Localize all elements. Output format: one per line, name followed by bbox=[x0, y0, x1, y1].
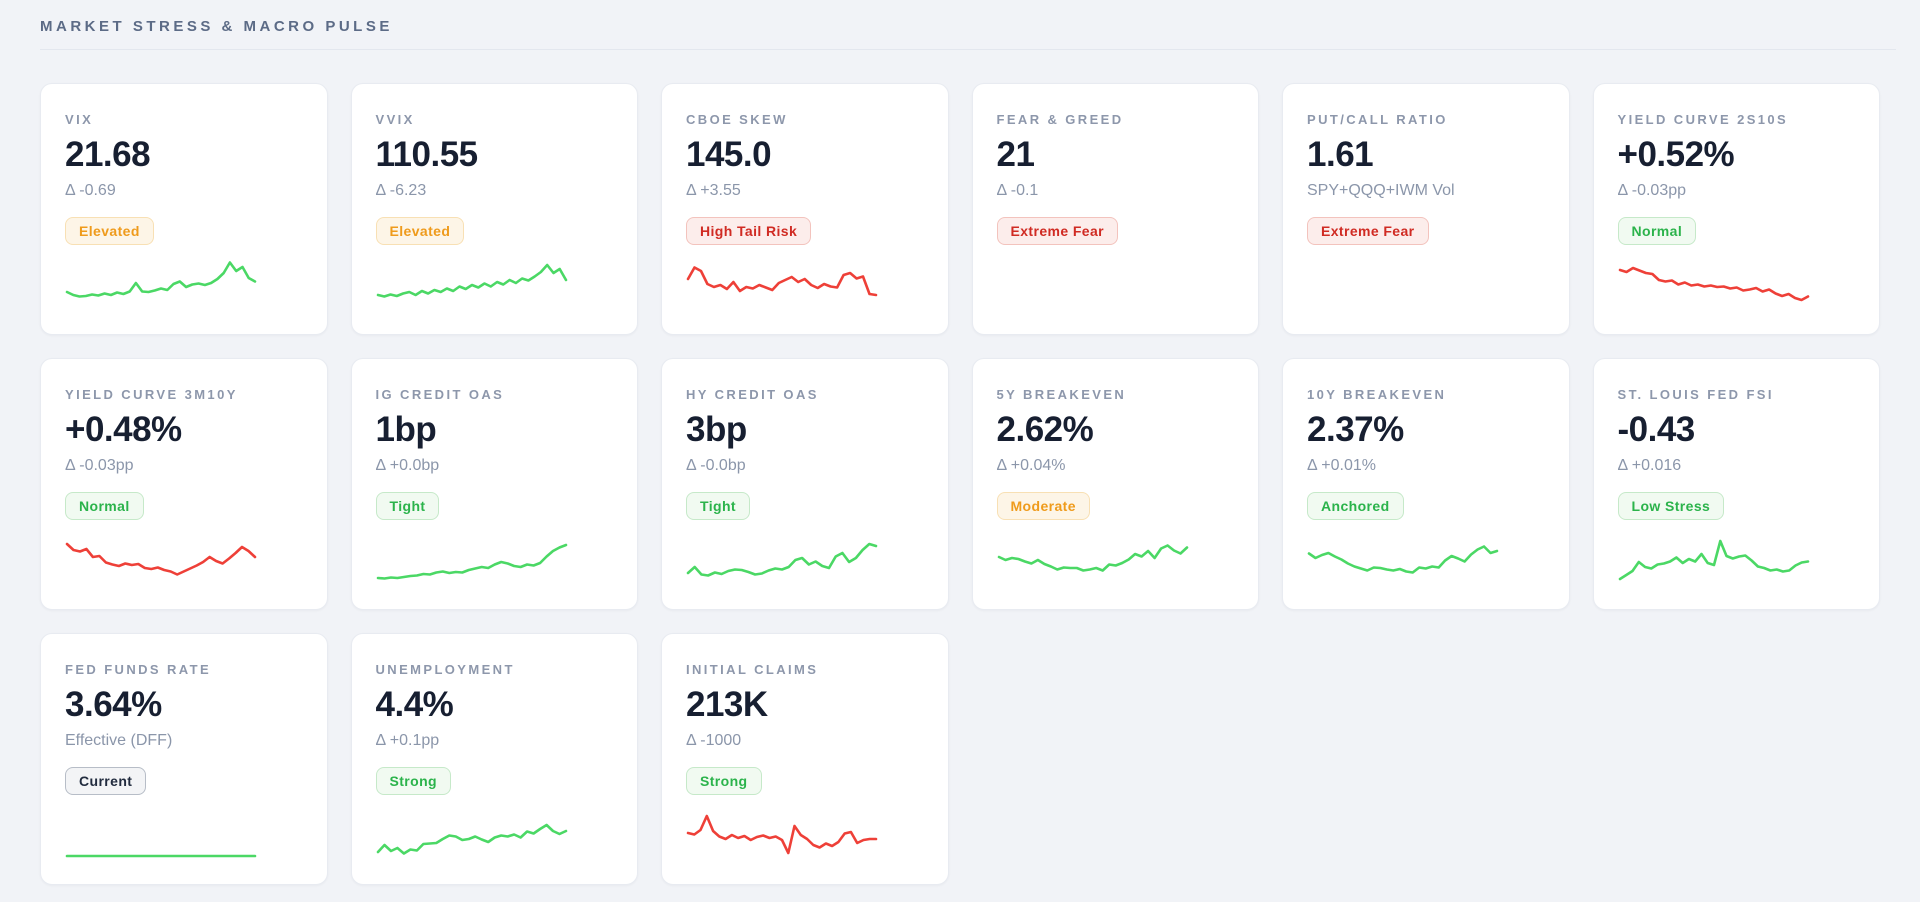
card-value: +0.52% bbox=[1617, 135, 1735, 174]
sparkline-chart bbox=[376, 263, 567, 298]
card-label: HY CREDIT OAS bbox=[686, 387, 819, 402]
card-delta: Δ -6.23 bbox=[375, 182, 427, 199]
card-delta: Δ -0.69 bbox=[65, 182, 116, 199]
sparkline-chart bbox=[376, 543, 567, 580]
card-delta: Δ +0.016 bbox=[1617, 457, 1682, 474]
metric-card: FEAR & GREED 21 Δ -0.1 Extreme Fear bbox=[971, 83, 1259, 335]
card-label: 5Y BREAKEVEN bbox=[996, 387, 1127, 402]
status-badge: Low Stress bbox=[1617, 492, 1725, 520]
card-value: 21.68 bbox=[65, 135, 151, 174]
status-badge: Extreme Fear bbox=[1307, 217, 1429, 245]
card-label: UNEMPLOYMENT bbox=[375, 662, 515, 677]
card-label: ST. LOUIS FED FSI bbox=[1617, 387, 1774, 402]
card-delta: Δ +3.55 bbox=[686, 182, 741, 199]
card-delta: Δ -0.0bp bbox=[686, 457, 746, 474]
status-badge: Anchored bbox=[1307, 492, 1404, 520]
sparkline-chart bbox=[376, 823, 567, 855]
card-delta: SPY+QQQ+IWM Vol bbox=[1307, 182, 1455, 199]
card-label: IG CREDIT OAS bbox=[375, 387, 505, 402]
card-delta: Effective (DFF) bbox=[65, 732, 173, 749]
section-title: MARKET STRESS & MACRO PULSE bbox=[40, 18, 393, 35]
card-label: YIELD CURVE 2S10S bbox=[1617, 112, 1789, 127]
card-value: 1.61 bbox=[1307, 135, 1374, 174]
metric-card: UNEMPLOYMENT 4.4% Δ +0.1pp Strong bbox=[350, 633, 638, 885]
card-value: +0.48% bbox=[65, 410, 182, 449]
card-value: 4.4% bbox=[375, 685, 454, 724]
card-label: VIX bbox=[65, 112, 94, 127]
card-value: 3bp bbox=[686, 410, 747, 449]
metric-card: HY CREDIT OAS 3bp Δ -0.0bp Tight bbox=[661, 358, 949, 610]
metric-card: 5Y BREAKEVEN 2.62% Δ +0.04% Moderate bbox=[971, 358, 1259, 610]
card-delta: Δ -0.03pp bbox=[1617, 182, 1687, 199]
card-delta: Δ +0.0bp bbox=[375, 457, 440, 474]
status-badge: Tight bbox=[375, 492, 440, 520]
metric-card: PUT/CALL RATIO 1.61 SPY+QQQ+IWM Vol Extr… bbox=[1282, 83, 1570, 335]
card-delta: Δ -1000 bbox=[686, 732, 742, 749]
dashboard-grid: VIX 21.68 Δ -0.69 Elevated VVIX 110.55 Δ… bbox=[40, 83, 1880, 885]
card-label: 10Y BREAKEVEN bbox=[1307, 387, 1447, 402]
card-label: FEAR & GREED bbox=[996, 112, 1124, 127]
card-label: VVIX bbox=[375, 112, 415, 127]
card-value: 213K bbox=[686, 685, 768, 724]
status-badge: Tight bbox=[686, 492, 750, 520]
status-badge: Elevated bbox=[375, 217, 465, 245]
card-label: PUT/CALL RATIO bbox=[1307, 112, 1448, 127]
status-badge: Moderate bbox=[996, 492, 1090, 520]
status-badge: Current bbox=[65, 767, 147, 795]
card-value: 1bp bbox=[375, 410, 437, 449]
status-badge: Strong bbox=[375, 767, 452, 795]
sparkline-chart bbox=[997, 544, 1188, 572]
card-value: -0.43 bbox=[1617, 410, 1696, 449]
status-badge: Normal bbox=[1617, 217, 1697, 245]
card-label: FED FUNDS RATE bbox=[65, 662, 212, 677]
card-label: CBOE SKEW bbox=[686, 112, 788, 127]
sparkline-chart bbox=[65, 854, 257, 858]
metric-card: IG CREDIT OAS 1bp Δ +0.0bp Tight bbox=[350, 358, 638, 610]
card-value: 2.37% bbox=[1307, 410, 1404, 449]
status-badge: Extreme Fear bbox=[996, 217, 1119, 245]
status-badge: High Tail Risk bbox=[686, 217, 812, 245]
card-label: INITIAL CLAIMS bbox=[686, 662, 819, 677]
metric-card: FED FUNDS RATE 3.64% Effective (DFF) Cur… bbox=[40, 633, 328, 885]
metric-card: 10Y BREAKEVEN 2.37% Δ +0.01% Anchored bbox=[1282, 358, 1570, 610]
sparkline-chart bbox=[686, 814, 878, 855]
status-badge: Strong bbox=[686, 767, 762, 795]
metric-card: ST. LOUIS FED FSI -0.43 Δ +0.016 Low Str… bbox=[1592, 358, 1880, 610]
card-value: 21 bbox=[996, 135, 1035, 174]
metric-card: VVIX 110.55 Δ -6.23 Elevated bbox=[350, 83, 638, 335]
metric-card: CBOE SKEW 145.0 Δ +3.55 High Tail Risk bbox=[661, 83, 949, 335]
divider bbox=[40, 49, 1896, 50]
card-delta: Δ -0.1 bbox=[996, 182, 1039, 199]
card-delta: Δ +0.1pp bbox=[375, 732, 440, 749]
metric-card: YIELD CURVE 2S10S +0.52% Δ -0.03pp Norma… bbox=[1592, 83, 1880, 335]
card-value: 110.55 bbox=[375, 135, 479, 174]
card-delta: Δ +0.01% bbox=[1307, 457, 1376, 474]
sparkline-chart bbox=[65, 542, 257, 576]
card-value: 145.0 bbox=[686, 135, 772, 174]
metric-card: YIELD CURVE 3M10Y +0.48% Δ -0.03pp Norma… bbox=[40, 358, 328, 610]
card-value: 2.62% bbox=[996, 410, 1094, 449]
card-value: 3.64% bbox=[65, 685, 162, 724]
metric-card: VIX 21.68 Δ -0.69 Elevated bbox=[40, 83, 328, 335]
status-badge: Elevated bbox=[65, 217, 154, 245]
sparkline-chart bbox=[686, 266, 878, 297]
sparkline-chart bbox=[686, 542, 878, 577]
sparkline-chart bbox=[1618, 539, 1809, 581]
sparkline-chart bbox=[65, 261, 257, 298]
status-badge: Normal bbox=[65, 492, 144, 520]
metric-card: INITIAL CLAIMS 213K Δ -1000 Strong bbox=[661, 633, 949, 885]
card-label: YIELD CURVE 3M10Y bbox=[65, 387, 238, 402]
sparkline-chart bbox=[1618, 266, 1809, 302]
sparkline-chart bbox=[1307, 545, 1499, 574]
card-delta: Δ +0.04% bbox=[996, 457, 1066, 474]
card-delta: Δ -0.03pp bbox=[65, 457, 134, 474]
